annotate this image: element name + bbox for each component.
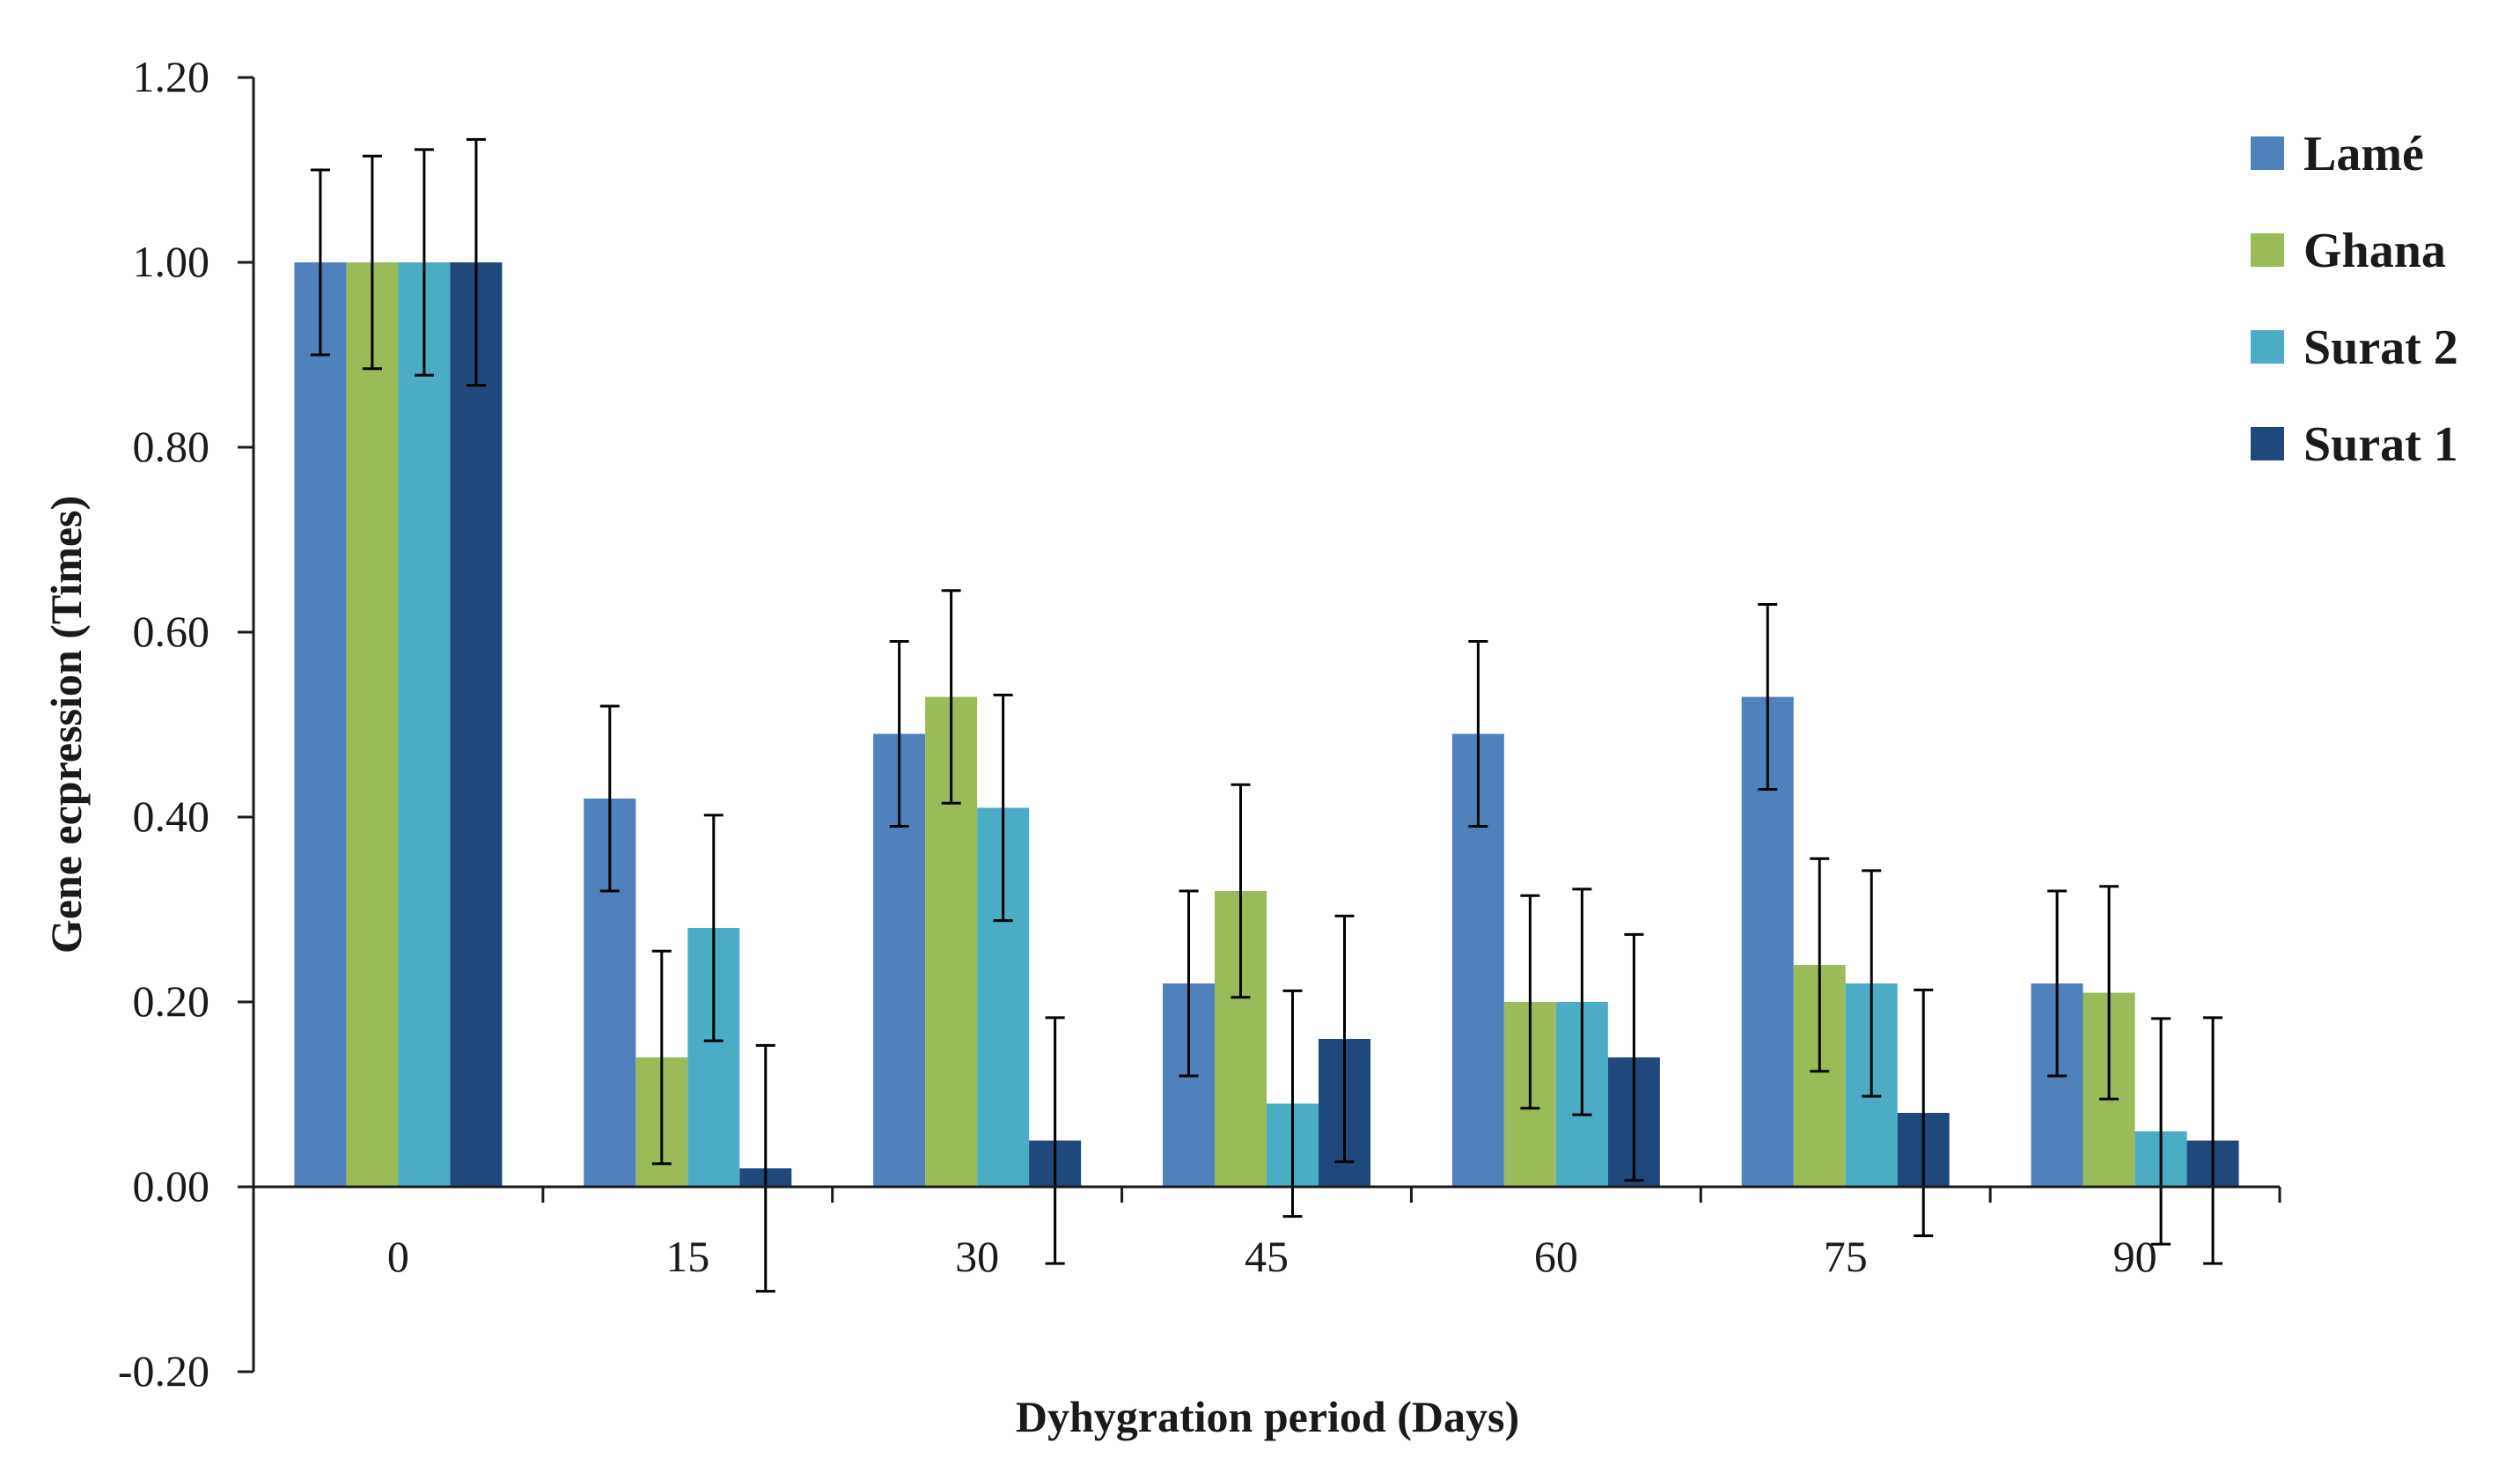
error-bar bbox=[466, 137, 486, 387]
error-bar bbox=[1758, 603, 1778, 791]
bar bbox=[346, 262, 399, 1187]
error-bars-layer bbox=[310, 137, 2223, 1293]
legend-item: Surat 1 bbox=[2251, 417, 2458, 472]
error-bar bbox=[941, 589, 961, 805]
x-tick-label: 60 bbox=[1534, 1232, 1578, 1281]
y-tick-label: 0.40 bbox=[133, 792, 210, 841]
legend-swatch bbox=[2251, 233, 2284, 267]
legend-label: Surat 2 bbox=[2303, 320, 2458, 375]
error-bar bbox=[1282, 989, 1303, 1219]
error-bar bbox=[1810, 857, 1830, 1073]
legend-label: Surat 1 bbox=[2303, 417, 2458, 472]
x-tick-label: 15 bbox=[665, 1232, 709, 1281]
error-bar bbox=[1045, 1016, 1065, 1265]
error-bar bbox=[414, 148, 434, 377]
legend-swatch bbox=[2251, 136, 2284, 170]
y-axis-title: Gene ecpression (Times) bbox=[41, 496, 91, 954]
x-axis-title: Dyhygration period (Days) bbox=[1016, 1392, 1519, 1441]
error-bar bbox=[1914, 988, 1934, 1238]
y-tick-label: 0.00 bbox=[133, 1161, 210, 1211]
error-bar bbox=[1334, 914, 1355, 1164]
error-bar bbox=[362, 154, 382, 371]
error-bar bbox=[1231, 783, 1251, 999]
error-bar bbox=[2203, 1016, 2223, 1265]
error-bar bbox=[1468, 640, 1488, 828]
y-tick-label: 0.60 bbox=[133, 607, 210, 656]
bar bbox=[294, 262, 347, 1187]
x-tick-label: 90 bbox=[2113, 1232, 2157, 1281]
error-bar bbox=[993, 693, 1013, 923]
legend-item: Surat 2 bbox=[2251, 320, 2458, 375]
y-tick-label: 0.80 bbox=[133, 422, 210, 471]
bar bbox=[398, 262, 451, 1187]
legend-swatch bbox=[2251, 427, 2284, 460]
x-tick-label: 45 bbox=[1245, 1232, 1289, 1281]
error-bar bbox=[1624, 932, 1644, 1182]
x-tick-label: 0 bbox=[387, 1232, 409, 1281]
error-bar bbox=[1520, 894, 1540, 1110]
axes-layer bbox=[252, 77, 2280, 1372]
legend-label: Ghana bbox=[2303, 224, 2446, 278]
y-tick-label: -0.20 bbox=[118, 1346, 209, 1395]
error-bar bbox=[599, 704, 620, 893]
error-bar bbox=[310, 168, 330, 357]
x-tick-label: 30 bbox=[955, 1232, 999, 1281]
legend-label: Lamé bbox=[2303, 127, 2424, 181]
bar bbox=[450, 262, 503, 1187]
y-tick-label: 1.00 bbox=[133, 237, 210, 286]
error-bar bbox=[1862, 869, 1882, 1098]
legend-swatch bbox=[2251, 330, 2284, 364]
error-bar bbox=[2099, 885, 2120, 1101]
x-ticks: 0 15 30 45 60 75 90 bbox=[252, 1187, 2281, 1281]
y-ticks: -0.20 0.00 0.20 0.40 0.60 0.80 1.00 1.20 bbox=[118, 52, 253, 1395]
error-bar bbox=[2047, 889, 2068, 1078]
error-bar bbox=[889, 640, 909, 828]
error-bar bbox=[651, 949, 672, 1166]
y-tick-label: 0.20 bbox=[133, 976, 210, 1026]
bars-layer bbox=[294, 262, 2239, 1187]
error-bar bbox=[755, 1043, 775, 1293]
error-bar bbox=[703, 814, 724, 1042]
y-tick-label: 1.20 bbox=[133, 52, 210, 101]
error-bar bbox=[2151, 1017, 2171, 1246]
error-bar bbox=[1572, 887, 1592, 1116]
error-bar bbox=[1179, 889, 1199, 1078]
legend-item: Lamé bbox=[2251, 127, 2424, 181]
legend: Lamé Ghana Surat 2 Surat 1 bbox=[2251, 127, 2458, 472]
legend-item: Ghana bbox=[2251, 224, 2446, 278]
x-tick-label: 75 bbox=[1824, 1232, 1868, 1281]
